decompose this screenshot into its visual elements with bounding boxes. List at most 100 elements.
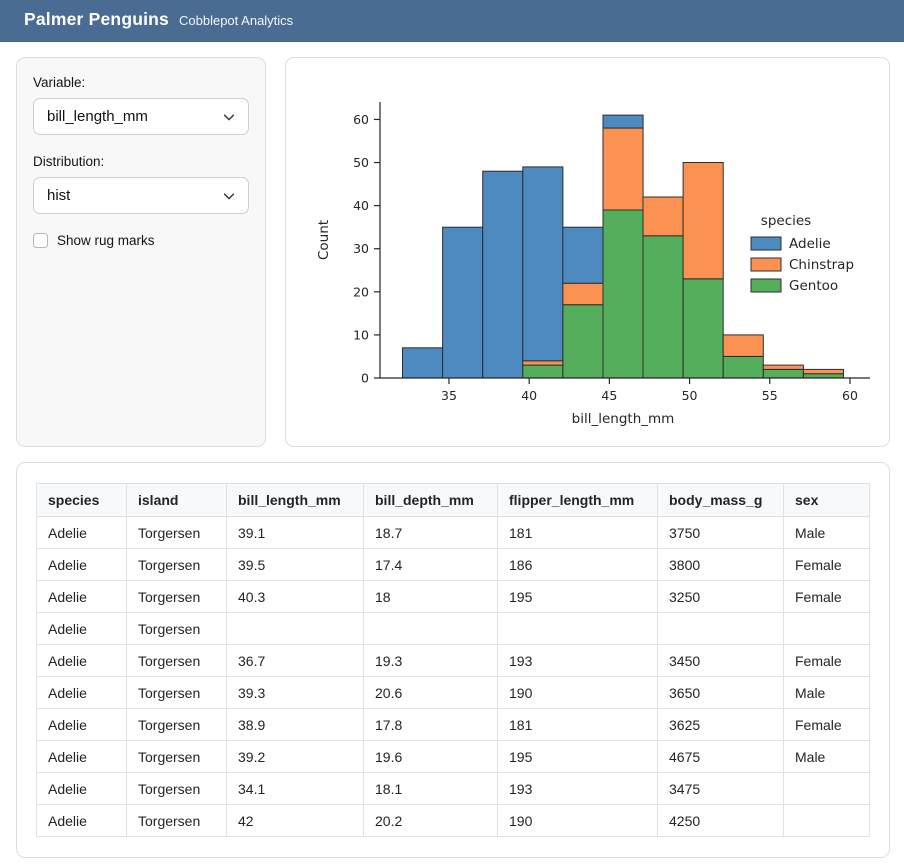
svg-text:species: species [761, 213, 811, 229]
table-cell: Torgersen [126, 516, 227, 549]
table-row: Adelie Torgersen 39.1 18.7 181 3750 Male [36, 516, 870, 549]
variable-select-value: bill_length_mm [47, 108, 148, 125]
table-cell [657, 612, 784, 645]
table-header: species island bill_length_mm bill_depth_mm… [36, 483, 870, 517]
table-cell: Adelie [36, 676, 127, 709]
table-cell: 186 [497, 548, 658, 581]
table-cell: 190 [497, 676, 658, 709]
table-cell: 181 [497, 708, 658, 741]
table-cell: 193 [497, 644, 658, 677]
table-cell: Female [783, 548, 870, 581]
table-cell: 40.3 [226, 580, 364, 613]
table-cell: 42 [226, 804, 364, 837]
svg-text:55: 55 [762, 388, 778, 403]
table-row: Adelie Torgersen 38.9 17.8 181 3625 Female [36, 708, 870, 741]
table-cell: 3650 [657, 676, 784, 709]
svg-text:20: 20 [353, 284, 369, 299]
table-cell: 4250 [657, 804, 784, 837]
rug-checkbox-label: Show rug marks [57, 233, 155, 248]
svg-text:Adelie: Adelie [789, 236, 831, 252]
table-cell: Torgersen [126, 804, 227, 837]
table-cell: Adelie [36, 708, 127, 741]
column-header: species [36, 483, 127, 517]
svg-text:35: 35 [441, 388, 457, 403]
table-cell: 18.7 [363, 516, 498, 549]
svg-text:60: 60 [842, 388, 858, 403]
svg-text:10: 10 [353, 327, 369, 342]
distribution-label: Distribution: [33, 154, 105, 169]
table-cell: Adelie [36, 548, 127, 581]
table-cell [226, 612, 364, 645]
app-header: Palmer Penguins Cobblepot Analytics [0, 0, 904, 42]
table-cell [497, 612, 658, 645]
table-cell: Torgersen [126, 772, 227, 805]
svg-text:45: 45 [601, 388, 617, 403]
svg-text:40: 40 [521, 388, 537, 403]
table-cell [783, 804, 870, 837]
svg-text:Chinstrap: Chinstrap [789, 257, 854, 273]
table-cell: 18.1 [363, 772, 498, 805]
table-cell: 39.1 [226, 516, 364, 549]
table-row: Adelie Torgersen 39.2 19.6 195 4675 Male [36, 740, 870, 773]
svg-text:30: 30 [353, 241, 369, 256]
table-row: Adelie Torgersen 42 20.2 190 4250 [36, 804, 870, 837]
table-cell: 3475 [657, 772, 784, 805]
table-cell: 20.2 [363, 804, 498, 837]
table-cell: 34.1 [226, 772, 364, 805]
table-cell: Torgersen [126, 548, 227, 581]
svg-text:bill_length_mm: bill_length_mm [572, 411, 675, 427]
column-header: bill_depth_mm [363, 483, 498, 517]
main-content: Variable: bill_length_mm Distribution: h… [0, 42, 904, 858]
table-cell: Female [783, 644, 870, 677]
column-header: bill_length_mm [226, 483, 364, 517]
table-cell: Torgersen [126, 740, 227, 773]
controls-sidebar: Variable: bill_length_mm Distribution: h… [16, 57, 266, 447]
table-cell: 38.9 [226, 708, 364, 741]
table-cell: 17.4 [363, 548, 498, 581]
table-cell: 3800 [657, 548, 784, 581]
variable-select[interactable]: bill_length_mm [33, 98, 249, 135]
table-cell: 19.3 [363, 644, 498, 677]
top-row: Variable: bill_length_mm Distribution: h… [16, 57, 890, 447]
table-cell: Adelie [36, 740, 127, 773]
table-cell: 39.2 [226, 740, 364, 773]
table-row: Adelie Torgersen [36, 612, 870, 645]
svg-text:Count: Count [316, 220, 332, 260]
table-cell: Torgersen [126, 580, 227, 613]
column-header: island [126, 483, 227, 517]
column-header: sex [783, 483, 870, 517]
distribution-select-value: hist [47, 187, 71, 204]
column-header: flipper_length_mm [497, 483, 658, 517]
table-cell [783, 772, 870, 805]
rug-checkbox-row: Show rug marks [33, 233, 249, 248]
table-cell: Adelie [36, 644, 127, 677]
table-cell: 3450 [657, 644, 784, 677]
table-cell: 39.5 [226, 548, 364, 581]
distribution-select[interactable]: hist [33, 177, 249, 214]
table-cell: 193 [497, 772, 658, 805]
table-cell: Adelie [36, 516, 127, 549]
table-cell: Torgersen [126, 676, 227, 709]
table-row: Adelie Torgersen 39.3 20.6 190 3650 Male [36, 676, 870, 709]
svg-text:60: 60 [353, 112, 369, 127]
chart-card: 35 40 45 50 55 60 0 10 20 30 40 50 60 bill_length_mm C… [285, 57, 890, 447]
table-cell: 190 [497, 804, 658, 837]
svg-text:50: 50 [682, 388, 698, 403]
page-title: Palmer Penguins [24, 9, 169, 29]
table-row: Adelie Torgersen 39.5 17.4 186 3800 Female [36, 548, 870, 581]
table-cell: 181 [497, 516, 658, 549]
column-header: body_mass_g [657, 483, 784, 517]
table-cell: Female [783, 708, 870, 741]
table-cell: 195 [497, 740, 658, 773]
chevron-down-icon [222, 189, 236, 203]
table-cell: Male [783, 516, 870, 549]
svg-text:0: 0 [361, 371, 369, 386]
table-cell: Adelie [36, 612, 127, 645]
svg-text:Gentoo: Gentoo [789, 278, 838, 294]
table-cell: Male [783, 676, 870, 709]
table-cell: 18 [363, 580, 498, 613]
rug-checkbox[interactable] [33, 233, 48, 248]
table-cell: Female [783, 580, 870, 613]
table-cell: Male [783, 740, 870, 773]
